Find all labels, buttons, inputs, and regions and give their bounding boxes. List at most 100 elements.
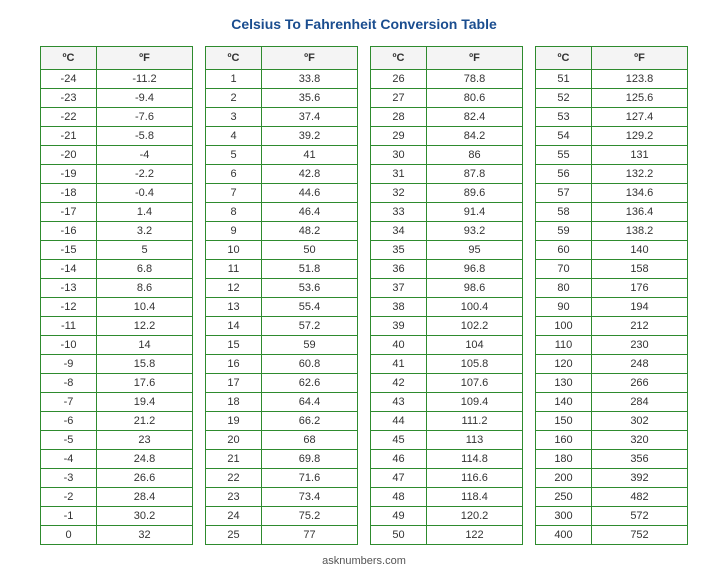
table-row: 1762.6: [206, 374, 358, 393]
cell-fahrenheit: 46.4: [262, 203, 358, 222]
cell-celsius: 39: [371, 317, 427, 336]
table-row: -20-4: [41, 146, 193, 165]
table-row: 1559: [206, 336, 358, 355]
cell-celsius: 70: [536, 260, 592, 279]
cell-celsius: 400: [536, 526, 592, 545]
table-row: 1457.2: [206, 317, 358, 336]
tables-wrap: ºCºF-24-11.2-23-9.4-22-7.6-21-5.8-20-4-1…: [10, 46, 718, 545]
cell-celsius: 24: [206, 507, 262, 526]
cell-fahrenheit: 78.8: [427, 70, 523, 89]
cell-celsius: 9: [206, 222, 262, 241]
table-row: 42107.6: [371, 374, 523, 393]
table-row: 40104: [371, 336, 523, 355]
table-row: 160320: [536, 431, 688, 450]
table-row: 130266: [536, 374, 688, 393]
cell-fahrenheit: 302: [592, 412, 688, 431]
header-fahrenheit: ºF: [427, 47, 523, 70]
table-row: -915.8: [41, 355, 193, 374]
cell-fahrenheit: 212: [592, 317, 688, 336]
cell-fahrenheit: 248: [592, 355, 688, 374]
table-row: -130.2: [41, 507, 193, 526]
cell-celsius: 60: [536, 241, 592, 260]
cell-fahrenheit: 132.2: [592, 165, 688, 184]
cell-celsius: 120: [536, 355, 592, 374]
page-title: Celsius To Fahrenheit Conversion Table: [10, 16, 718, 32]
cell-fahrenheit: 113: [427, 431, 523, 450]
header-celsius: ºC: [536, 47, 592, 70]
table-row: 150302: [536, 412, 688, 431]
cell-fahrenheit: 284: [592, 393, 688, 412]
cell-fahrenheit: 105.8: [427, 355, 523, 374]
table-row: -24-11.2: [41, 70, 193, 89]
cell-fahrenheit: 194: [592, 298, 688, 317]
cell-fahrenheit: 69.8: [262, 450, 358, 469]
cell-celsius: 43: [371, 393, 427, 412]
table-row: -146.8: [41, 260, 193, 279]
cell-celsius: 180: [536, 450, 592, 469]
cell-fahrenheit: 15.8: [97, 355, 193, 374]
table-row: 200392: [536, 469, 688, 488]
cell-fahrenheit: 392: [592, 469, 688, 488]
cell-fahrenheit: 55.4: [262, 298, 358, 317]
cell-fahrenheit: 84.2: [427, 127, 523, 146]
table-row: 1151.8: [206, 260, 358, 279]
cell-fahrenheit: 572: [592, 507, 688, 526]
table-row: 47116.6: [371, 469, 523, 488]
table-row: 2678.8: [371, 70, 523, 89]
cell-fahrenheit: 32: [97, 526, 193, 545]
table-row: 3086: [371, 146, 523, 165]
cell-fahrenheit: 118.4: [427, 488, 523, 507]
cell-celsius: 130: [536, 374, 592, 393]
cell-celsius: 11: [206, 260, 262, 279]
cell-fahrenheit: 127.4: [592, 108, 688, 127]
cell-fahrenheit: 14: [97, 336, 193, 355]
table-row: 3391.4: [371, 203, 523, 222]
table-row: 45113: [371, 431, 523, 450]
table-row: -326.6: [41, 469, 193, 488]
cell-fahrenheit: 752: [592, 526, 688, 545]
cell-fahrenheit: 62.6: [262, 374, 358, 393]
cell-celsius: -12: [41, 298, 97, 317]
cell-fahrenheit: 266: [592, 374, 688, 393]
cell-fahrenheit: -4: [97, 146, 193, 165]
cell-fahrenheit: 86: [427, 146, 523, 165]
cell-fahrenheit: 82.4: [427, 108, 523, 127]
cell-fahrenheit: 87.8: [427, 165, 523, 184]
cell-fahrenheit: 6.8: [97, 260, 193, 279]
header-celsius: ºC: [41, 47, 97, 70]
cell-fahrenheit: 140: [592, 241, 688, 260]
table-row: 52125.6: [536, 89, 688, 108]
cell-celsius: 3: [206, 108, 262, 127]
table-row: 3187.8: [371, 165, 523, 184]
cell-fahrenheit: 320: [592, 431, 688, 450]
table-row: 400752: [536, 526, 688, 545]
table-row: 300572: [536, 507, 688, 526]
cell-celsius: -1: [41, 507, 97, 526]
cell-celsius: 140: [536, 393, 592, 412]
cell-celsius: 1: [206, 70, 262, 89]
cell-celsius: -3: [41, 469, 97, 488]
table-row: 54129.2: [536, 127, 688, 146]
cell-celsius: 20: [206, 431, 262, 450]
table-row: -228.4: [41, 488, 193, 507]
footer-text: asknumbers.com: [10, 555, 718, 567]
cell-fahrenheit: 98.6: [427, 279, 523, 298]
table-row: -817.6: [41, 374, 193, 393]
header-fahrenheit: ºF: [97, 47, 193, 70]
table-row: 58136.4: [536, 203, 688, 222]
cell-celsius: -24: [41, 70, 97, 89]
cell-celsius: 35: [371, 241, 427, 260]
cell-celsius: 45: [371, 431, 427, 450]
cell-celsius: 28: [371, 108, 427, 127]
cell-celsius: 4: [206, 127, 262, 146]
cell-fahrenheit: 136.4: [592, 203, 688, 222]
table-row: 3493.2: [371, 222, 523, 241]
cell-fahrenheit: 5: [97, 241, 193, 260]
cell-celsius: 90: [536, 298, 592, 317]
table-row: 2984.2: [371, 127, 523, 146]
table-row: 43109.4: [371, 393, 523, 412]
table-row: 642.8: [206, 165, 358, 184]
header-fahrenheit: ºF: [592, 47, 688, 70]
table-row: 90194: [536, 298, 688, 317]
table-row: 337.4: [206, 108, 358, 127]
